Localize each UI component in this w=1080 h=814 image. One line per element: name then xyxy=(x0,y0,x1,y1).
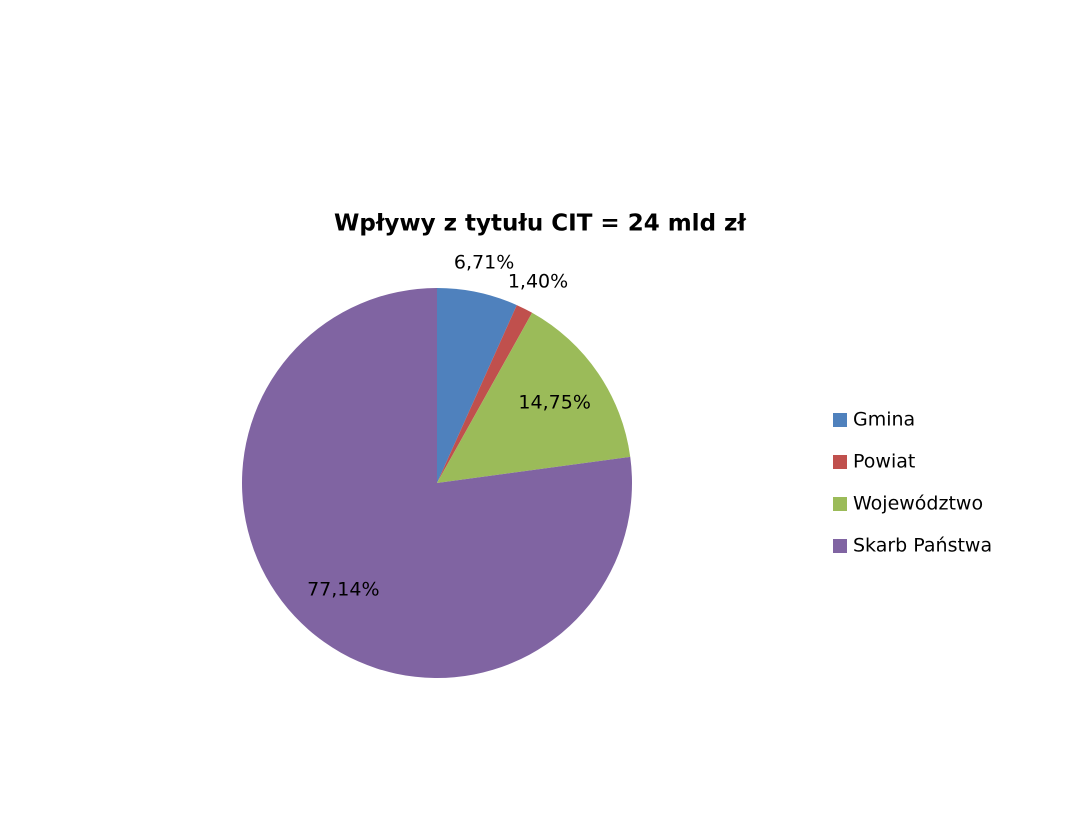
pie-slice xyxy=(437,312,631,483)
legend-label: Skarb Państwa xyxy=(853,535,992,557)
legend-label: Województwo xyxy=(853,493,983,515)
legend-label: Powiat xyxy=(853,451,915,473)
pie-slice xyxy=(437,305,533,483)
data-label: 77,14% xyxy=(307,579,379,601)
legend-swatch xyxy=(833,539,847,553)
legend-swatch xyxy=(833,455,847,469)
data-label: 1,40% xyxy=(508,270,568,292)
legend-swatch xyxy=(833,497,847,511)
legend-swatch xyxy=(833,413,847,427)
legend-label: Gmina xyxy=(853,409,915,431)
data-label: 14,75% xyxy=(518,391,590,413)
pie-slice xyxy=(437,288,517,483)
pie-slice xyxy=(242,288,633,679)
data-label: 6,71% xyxy=(454,251,514,273)
chart-title: Wpływy z tytułu CIT = 24 mld zł xyxy=(334,211,746,237)
